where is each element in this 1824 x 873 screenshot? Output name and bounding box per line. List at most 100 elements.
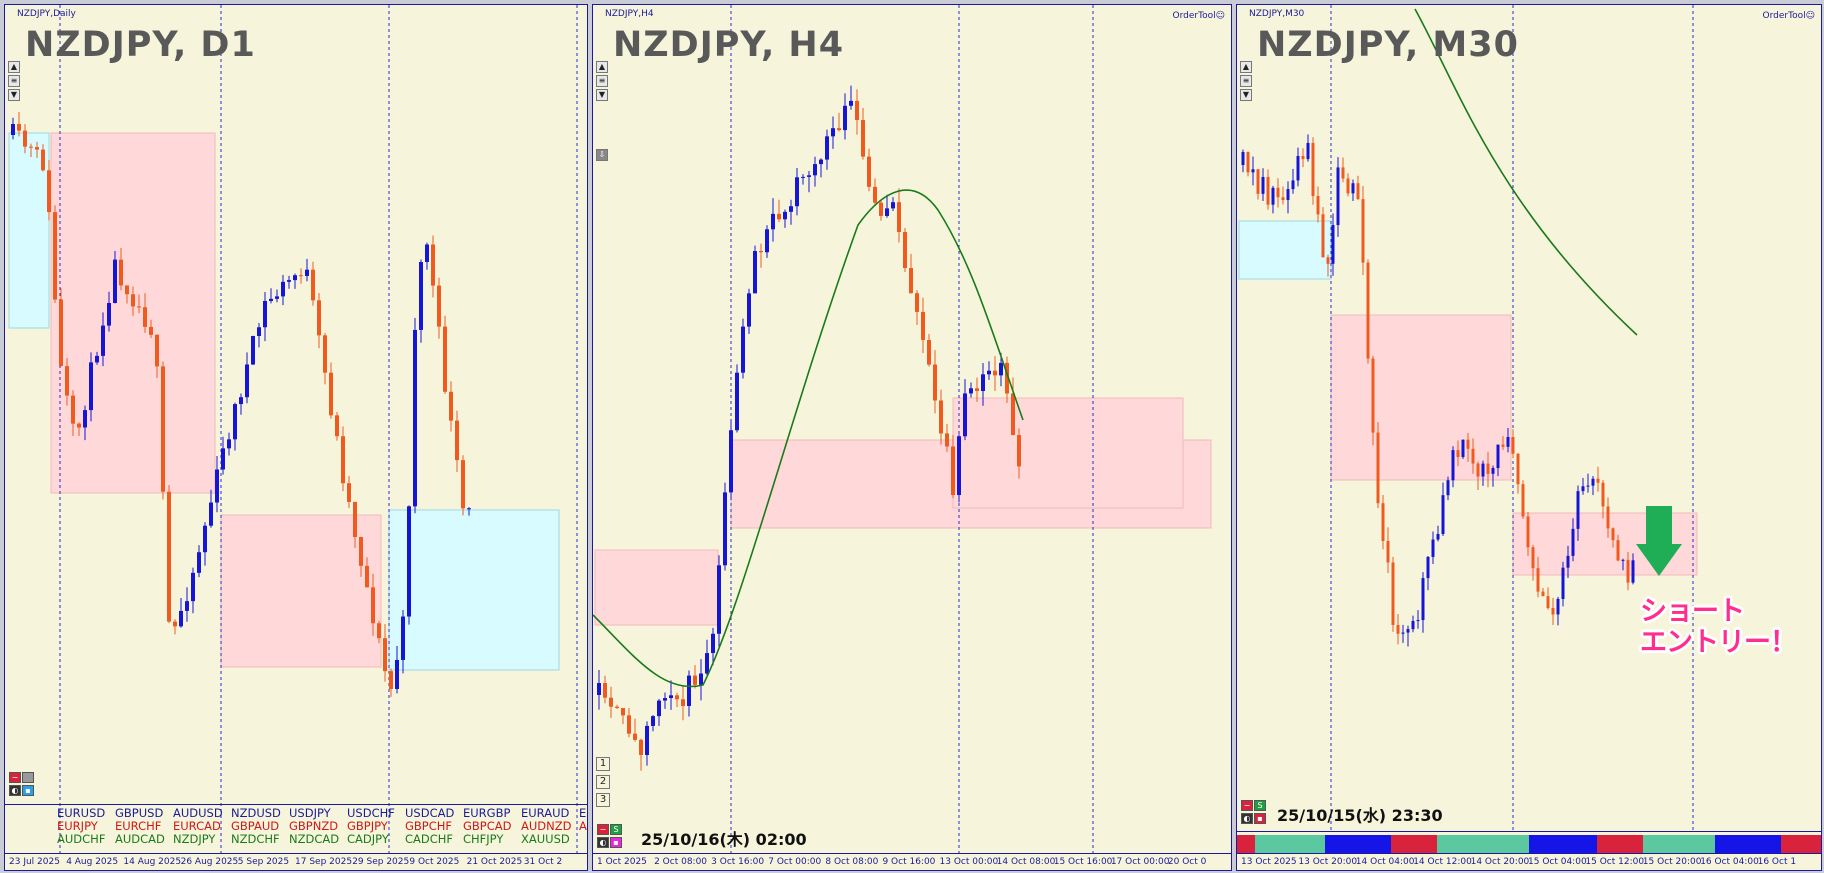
pair-xauusd[interactable]: XAUUSD xyxy=(521,832,570,846)
close-icon[interactable]: − xyxy=(597,824,609,835)
timeframe-button[interactable]: ≡ xyxy=(596,75,608,87)
time-axis-label: 7 Oct 00:00 xyxy=(768,857,822,867)
bear-candle xyxy=(615,706,619,709)
toggle-icon[interactable]: ▪ xyxy=(22,785,34,796)
toggle-icon[interactable]: ▪ xyxy=(610,837,622,848)
bull-candle xyxy=(999,362,1003,376)
pin-icon[interactable]: ⇩ xyxy=(596,149,608,161)
bear-candle xyxy=(933,364,937,401)
ordertool-label[interactable]: OrderTool☺ xyxy=(1172,11,1225,21)
page-3-button[interactable]: 3 xyxy=(596,793,610,807)
s-button[interactable]: S xyxy=(610,824,622,835)
pair-nzdchf[interactable]: NZDCHF xyxy=(231,832,280,846)
page-2-button[interactable]: 2 xyxy=(596,775,610,789)
bear-candle xyxy=(1521,484,1525,517)
bear-candle xyxy=(1601,482,1605,507)
pair-euraud[interactable]: EURAUD xyxy=(521,806,570,820)
scroll-up-button[interactable]: ▲ xyxy=(8,61,20,73)
bear-candle xyxy=(47,170,51,213)
scroll-down-button[interactable]: ▼ xyxy=(596,89,608,101)
pair-cadjpy[interactable]: CADJPY xyxy=(347,832,389,846)
bull-candle xyxy=(789,206,793,212)
pair-audjpy[interactable]: AUDJPY xyxy=(579,819,587,833)
m30-candle-chart[interactable] xyxy=(1237,5,1822,871)
pair-eurjpy[interactable]: EURJPY xyxy=(57,819,98,833)
pair-usdjpy[interactable]: USDJPY xyxy=(289,806,331,820)
bear-candle xyxy=(173,621,177,627)
pair-gbpaud[interactable]: GBPAUD xyxy=(231,819,280,833)
close-icon[interactable]: − xyxy=(1241,800,1253,811)
scroll-up-button[interactable]: ▲ xyxy=(596,61,608,73)
pair-cadchf[interactable]: CADCHF xyxy=(405,832,454,846)
demand-zone xyxy=(1238,220,1332,280)
time-axis: 23 Jul 2025 4 Aug 2025 14 Aug 2025 26 Aug 2… xyxy=(5,853,587,870)
time-axis-label: 13 Oct 00:00 xyxy=(939,857,999,867)
toggle-icon[interactable]: ▪ xyxy=(1254,813,1266,824)
bear-candle xyxy=(149,326,153,335)
bear-candle xyxy=(1541,591,1545,597)
bull-candle xyxy=(705,653,709,674)
scroll-down-button[interactable]: ▼ xyxy=(8,89,20,101)
time-axis-label: 5 Sep 2025 xyxy=(237,857,290,867)
pair-eurcad[interactable]: EURCAD xyxy=(173,819,221,833)
pair-gbpusd[interactable]: GBPUSD xyxy=(115,806,164,820)
pair-nzdusd[interactable]: NZDUSD xyxy=(231,806,281,820)
bear-candle xyxy=(461,460,465,509)
bull-candle xyxy=(1271,187,1275,205)
pair-nzdjpy[interactable]: NZDJPY xyxy=(173,832,216,846)
s-button[interactable]: S xyxy=(1254,800,1266,811)
chart-window-m30[interactable]: NZDJPY,M30 NZDJPY, M30 OrderTool☺ ▲ ≡ ▼ … xyxy=(1236,4,1822,871)
settings-icon[interactable]: ◐ xyxy=(1241,813,1253,824)
pair-gbpcad[interactable]: GBPCAD xyxy=(463,819,512,833)
close-icon[interactable]: − xyxy=(9,772,21,783)
pair-eurnzd[interactable]: EURNZD xyxy=(579,806,587,820)
bear-candle xyxy=(131,294,135,307)
scroll-up-button[interactable]: ▲ xyxy=(1240,61,1252,73)
minimize-icon[interactable] xyxy=(22,772,34,783)
chart-window-d1[interactable]: NZDJPY,Daily NZDJPY, D1 ▲ ≡ ▼ − ◐ ▪ EURU… xyxy=(4,4,588,871)
time-axis-label: 23 Jul 2025 xyxy=(9,857,60,867)
pair-eurusd[interactable]: EURUSD xyxy=(57,806,106,820)
bull-candle xyxy=(1576,491,1580,529)
bull-candle xyxy=(1261,176,1265,194)
pair-audnzd[interactable]: AUDNZD xyxy=(521,819,572,833)
pair-audusd[interactable]: AUDUSD xyxy=(173,806,223,820)
ordertool-label[interactable]: OrderTool☺ xyxy=(1762,11,1815,21)
settings-icon[interactable]: ◐ xyxy=(597,837,609,848)
settings-icon[interactable]: ◐ xyxy=(9,785,21,796)
pair-eurgbp[interactable]: EURGBP xyxy=(463,806,511,820)
bull-candle xyxy=(413,329,417,507)
bull-candle xyxy=(753,251,757,294)
page-buttons: 1 2 3 xyxy=(596,757,610,809)
timeframe-button[interactable]: ≡ xyxy=(8,75,20,87)
scroll-down-button[interactable]: ▼ xyxy=(1240,89,1252,101)
h4-candle-chart[interactable] xyxy=(593,5,1232,871)
chart-window-h4[interactable]: NZDJPY,H4 NZDJPY, H4 OrderTool☺ ▲ ≡ ▼ ⇩ … xyxy=(592,4,1232,871)
bull-candle xyxy=(1561,567,1565,599)
bull-candle xyxy=(807,175,811,177)
page-1-button[interactable]: 1 xyxy=(596,757,610,771)
bull-candle xyxy=(723,492,727,566)
d1-candle-chart[interactable] xyxy=(5,5,588,871)
timeframe-button[interactable]: ≡ xyxy=(1240,75,1252,87)
chart-nav-buttons: ▲ ≡ ▼ xyxy=(1240,61,1252,103)
pair-usdcad[interactable]: USDCAD xyxy=(405,806,455,820)
pair-chfjpy[interactable]: CHFJPY xyxy=(463,832,504,846)
pair-gbpjpy[interactable]: GBPJPY xyxy=(347,819,388,833)
pair-audchf[interactable]: AUDCHF xyxy=(57,832,106,846)
bear-candle xyxy=(1366,262,1370,359)
bear-candle xyxy=(1326,257,1330,264)
pair-nzdcad[interactable]: NZDCAD xyxy=(289,832,340,846)
time-axis: 1 Oct 2025 2 Oct 08:00 3 Oct 16:00 7 Oct 00… xyxy=(593,853,1231,870)
pair-usdchf[interactable]: USDCHF xyxy=(347,806,395,820)
pair-audcad[interactable]: AUDCAD xyxy=(115,832,165,846)
pair-eurchf[interactable]: EURCHF xyxy=(115,819,162,833)
strength-segment xyxy=(1437,835,1529,853)
bull-candle xyxy=(735,372,739,431)
bull-candle xyxy=(795,177,799,207)
time-axis-label: 15 Oct 16:00 xyxy=(1053,857,1113,867)
pair-gbpchf[interactable]: GBPCHF xyxy=(405,819,453,833)
pair-gbpnzd[interactable]: GBPNZD xyxy=(289,819,339,833)
bull-candle xyxy=(1406,629,1410,633)
bull-candle xyxy=(1241,152,1245,165)
